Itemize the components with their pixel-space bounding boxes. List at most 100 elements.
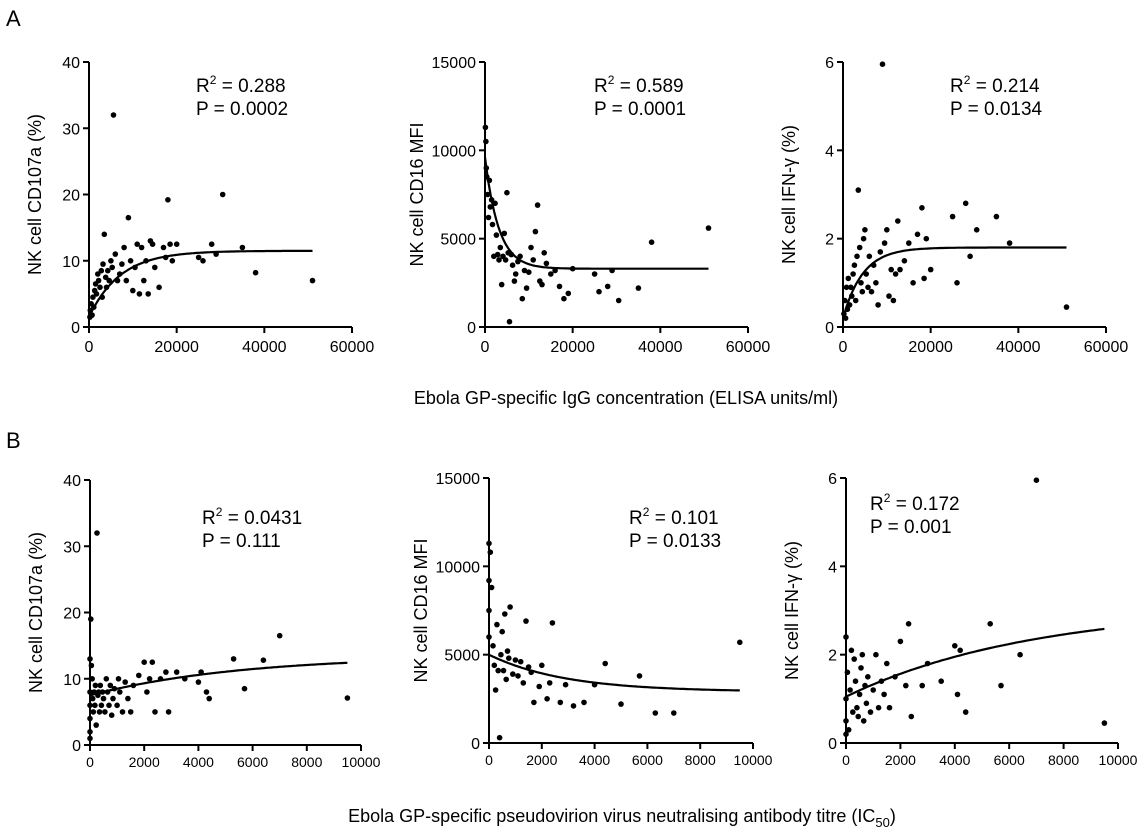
data-point — [122, 679, 128, 685]
data-point — [618, 701, 624, 707]
data-point — [884, 227, 890, 233]
data-point — [101, 231, 108, 238]
x-tick-label: 8000 — [685, 752, 716, 768]
data-point — [134, 241, 140, 247]
data-point — [109, 264, 115, 271]
data-point — [705, 225, 712, 231]
data-point — [852, 678, 859, 684]
data-point — [163, 669, 169, 675]
data-point — [496, 734, 503, 741]
data-point — [89, 695, 96, 702]
data-point — [526, 269, 532, 276]
x-tick-label: 40000 — [242, 339, 287, 356]
y-tick-label: 0 — [828, 736, 837, 753]
data-point — [844, 669, 851, 676]
data-point — [879, 61, 886, 67]
p-value-label: P = 0.0133 — [629, 531, 721, 552]
x-tick-label: 0 — [85, 339, 94, 356]
fit-curve — [845, 627, 1105, 698]
data-point — [897, 638, 904, 645]
data-point — [501, 230, 508, 237]
data-point — [1006, 240, 1013, 246]
chart-panel-5: 0 5000 10000 15000 0 2000 4000 6000 8000 10000 NK … — [411, 471, 773, 768]
r-squared-label: R2 = 0.214 — [950, 73, 1040, 97]
data-point — [110, 695, 116, 702]
data-point — [517, 658, 524, 665]
data-point — [919, 205, 925, 211]
data-point — [494, 251, 501, 258]
x-tick-label: 60000 — [726, 339, 771, 356]
data-point — [543, 260, 550, 267]
data-point — [162, 254, 169, 261]
data-point — [515, 258, 521, 265]
data-point — [160, 244, 167, 251]
data-point — [858, 665, 864, 671]
data-point — [104, 689, 111, 695]
data-point — [921, 275, 927, 282]
data-point — [881, 240, 888, 246]
r-squared-superscript: 2 — [216, 505, 223, 519]
data-point — [121, 244, 127, 251]
data-point — [604, 283, 611, 290]
x-tick-label: 20000 — [154, 339, 199, 356]
chart-panel-2: 0 5000 10000 15000 0 20000 40000 60000 NK cell C… — [407, 55, 770, 356]
data-point — [486, 540, 492, 547]
data-point — [93, 291, 100, 297]
data-point — [493, 232, 500, 238]
data-point — [859, 288, 866, 295]
data-point — [998, 682, 1004, 689]
y-tick-label: 5000 — [440, 232, 476, 249]
data-point — [93, 722, 99, 728]
x-tick-label: 2000 — [129, 754, 160, 770]
x-tick-label: 4000 — [183, 754, 214, 770]
data-point — [230, 656, 237, 662]
row-b-xlabel-text: Ebola GP-specific pseudovirion virus neu… — [348, 806, 875, 826]
data-point — [562, 681, 569, 688]
data-point — [99, 689, 106, 695]
y-tick-label: 4 — [825, 143, 834, 160]
data-point — [97, 284, 103, 291]
data-point — [895, 218, 901, 224]
r-squared-superscript: 2 — [643, 505, 650, 519]
data-point — [157, 676, 164, 682]
r-squared-symbol: R — [870, 494, 884, 515]
data-point — [496, 257, 502, 263]
fit-curve — [483, 157, 709, 270]
data-point — [106, 277, 112, 284]
data-point — [141, 659, 147, 665]
data-point — [863, 700, 870, 707]
data-point — [252, 269, 259, 276]
data-point — [549, 620, 556, 626]
row-b-xlabel-tail: ) — [890, 806, 896, 826]
data-point — [737, 639, 743, 646]
data-point — [95, 271, 101, 277]
data-point — [502, 611, 508, 617]
data-point — [849, 293, 855, 299]
row-a-xlabel: Ebola GP-specific IgG concentration (ELI… — [414, 388, 838, 408]
data-point — [609, 267, 615, 274]
data-point — [854, 253, 860, 260]
data-point — [143, 258, 149, 264]
data-point — [511, 278, 518, 284]
data-point — [87, 735, 93, 742]
data-point — [102, 709, 108, 715]
r-squared-superscript: 2 — [210, 73, 217, 87]
data-point — [504, 189, 510, 196]
data-point — [530, 257, 536, 263]
x-tick-label: 0 — [86, 754, 94, 770]
data-point — [507, 604, 513, 610]
data-point — [875, 704, 882, 711]
data-point — [95, 277, 102, 284]
data-point — [859, 651, 866, 658]
data-point — [510, 671, 516, 677]
data-point — [877, 249, 884, 255]
data-point — [509, 262, 516, 269]
data-point — [144, 689, 150, 695]
r-squared-value: = 0.589 — [614, 76, 683, 97]
chart-panel-6: 0 2 4 6 0 2000 4000 6000 8000 10000 NK cell IFN-γ … — [782, 471, 1138, 768]
data-point — [843, 284, 850, 291]
r-squared-value: = 0.172 — [890, 494, 959, 515]
data-point — [652, 710, 659, 716]
x-tick-label: 6000 — [994, 752, 1025, 768]
fit-curve — [89, 661, 348, 697]
